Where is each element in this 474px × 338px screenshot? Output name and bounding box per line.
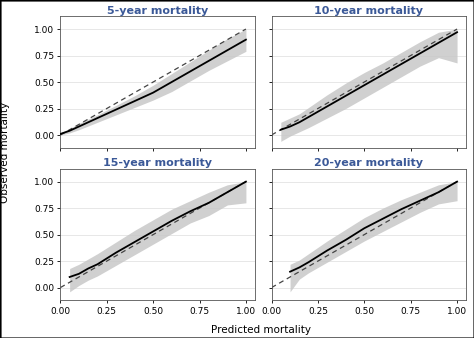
Text: Observed mortality: Observed mortality [0,101,10,203]
Title: 10-year mortality: 10-year mortality [314,5,423,16]
Text: Predicted mortality: Predicted mortality [211,324,310,335]
Title: 5-year mortality: 5-year mortality [107,5,209,16]
Title: 20-year mortality: 20-year mortality [314,158,423,168]
Title: 15-year mortality: 15-year mortality [103,158,212,168]
